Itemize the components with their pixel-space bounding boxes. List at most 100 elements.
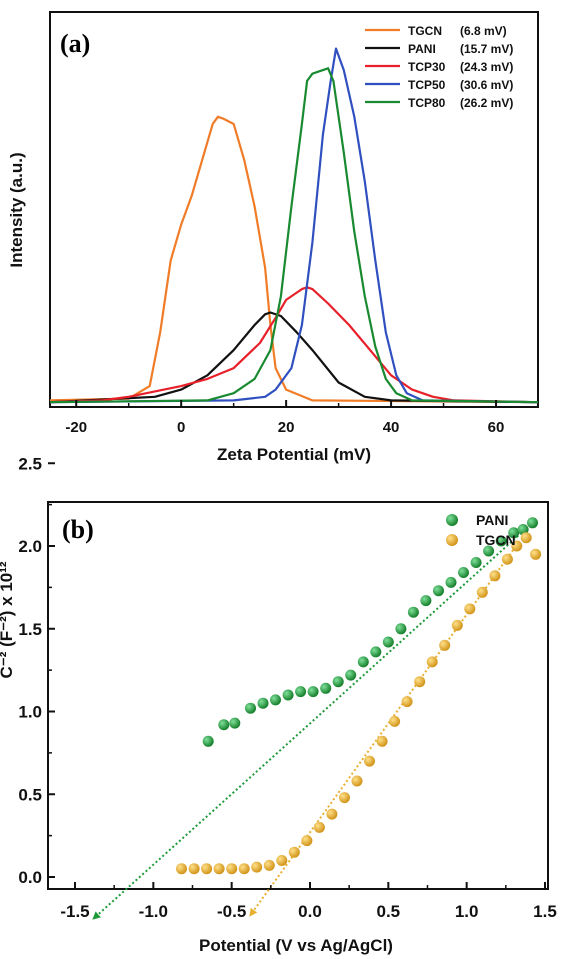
legend-name-tgcn: TGCN xyxy=(408,24,442,38)
point-tgcn xyxy=(401,696,413,708)
legend-value-tcp50: (30.6 mV) xyxy=(460,78,513,92)
y-axis-label-a: Intensity (a.u.) xyxy=(7,152,26,267)
y-tick-label-b: 1.0 xyxy=(18,703,42,722)
y-axis-label-b: C⁻² (F⁻²) x 10¹² xyxy=(0,561,16,678)
point-pani xyxy=(527,517,538,529)
point-tgcn xyxy=(476,586,488,598)
legend-marker-tgcn xyxy=(446,534,458,546)
legend-value-pani: (15.7 mV) xyxy=(460,42,513,56)
legend-name-tgcn: TGCN xyxy=(476,532,516,548)
legend-value-tgcn: (6.8 mV) xyxy=(460,24,507,38)
series-line-tcp30 xyxy=(49,286,539,404)
point-tgcn xyxy=(376,735,388,747)
point-pani xyxy=(407,606,419,618)
point-tgcn xyxy=(464,603,476,615)
point-tgcn xyxy=(238,863,250,875)
point-pani xyxy=(483,545,495,557)
point-pani xyxy=(270,694,281,706)
legend-name-tcp30: TCP30 xyxy=(408,60,446,74)
point-tgcn xyxy=(301,835,313,847)
point-tgcn xyxy=(426,656,438,668)
point-pani xyxy=(370,646,382,658)
x-tick-label-b: 0.5 xyxy=(377,902,401,921)
point-tgcn xyxy=(326,808,338,820)
point-tgcn xyxy=(501,553,513,565)
legend-b: PANI TGCN xyxy=(446,512,516,548)
point-pani xyxy=(320,682,332,694)
point-tgcn xyxy=(511,540,523,552)
x-tick-label-a: 40 xyxy=(383,419,400,436)
point-tgcn xyxy=(520,532,532,544)
point-tgcn xyxy=(389,715,401,727)
point-pani xyxy=(420,595,432,607)
point-tgcn xyxy=(351,775,363,787)
panel-label-a: (a) xyxy=(60,29,90,58)
point-pani xyxy=(508,527,520,539)
point-pani xyxy=(307,686,319,698)
x-tick-label-b: 1.5 xyxy=(533,902,557,921)
panel-label-b: (b) xyxy=(62,515,94,544)
x-axis-label-b: Potential (V vs Ag/AgCl) xyxy=(199,936,393,955)
points-b xyxy=(176,517,542,875)
legend-value-tcp30: (24.3 mV) xyxy=(460,60,513,74)
point-pani xyxy=(445,576,457,588)
point-pani xyxy=(229,717,241,729)
legend-name-pani: PANI xyxy=(408,42,436,56)
y-tick-label-b: 2.5 xyxy=(18,454,42,473)
point-tgcn xyxy=(313,821,325,833)
fit-line-1 xyxy=(249,542,520,917)
x-tick-label-b: -1.0 xyxy=(139,902,168,921)
plot-frame-b xyxy=(47,501,549,890)
ticks-a: -20 0 20 40 60 xyxy=(65,400,504,436)
point-tgcn xyxy=(439,639,451,651)
point-tgcn xyxy=(489,570,501,582)
point-pani xyxy=(345,669,357,681)
legend-name-pani: PANI xyxy=(476,512,508,528)
series-line-tcp50 xyxy=(49,47,539,404)
point-tgcn xyxy=(276,855,288,866)
point-tgcn xyxy=(530,548,542,560)
point-pani xyxy=(382,636,394,648)
point-pani xyxy=(218,719,230,731)
fit-line-0 xyxy=(92,532,523,920)
point-pani xyxy=(395,623,407,635)
point-tgcn xyxy=(188,863,200,875)
legend-value-tcp80: (26.2 mV) xyxy=(460,96,513,110)
x-tick-label-b: -0.5 xyxy=(217,902,246,921)
point-tgcn xyxy=(201,863,213,875)
point-pani xyxy=(282,689,294,701)
x-tick-label-a: -20 xyxy=(65,419,87,436)
legend-name-tcp80: TCP80 xyxy=(408,96,446,110)
point-pani xyxy=(495,535,507,547)
point-tgcn xyxy=(213,863,225,875)
x-tick-label-b: -1.5 xyxy=(60,902,89,921)
point-pani xyxy=(257,697,269,709)
panel-a: -20 0 20 40 60 (a) TGCN (6.8 mV) PANI (15.7 mV)… xyxy=(7,11,539,464)
series-line-tgcn xyxy=(49,115,539,404)
point-tgcn xyxy=(339,792,350,804)
x-tick-label-b: 1.0 xyxy=(455,902,479,921)
legend-a: TGCN (6.8 mV) PANI (15.7 mV) TCP30 (24.3 mV) T… xyxy=(365,24,513,110)
point-pani xyxy=(245,702,256,714)
y-tick-label-b: 0.0 xyxy=(18,868,42,887)
y-tick-label-b: 2.0 xyxy=(18,537,42,556)
point-tgcn xyxy=(451,619,463,631)
point-pani xyxy=(332,676,344,688)
x-tick-label-b: 0.0 xyxy=(298,902,322,921)
y-tick-label-b: 0.5 xyxy=(18,785,42,804)
point-tgcn xyxy=(414,676,426,688)
point-pani xyxy=(470,557,482,568)
series-line-tcp80 xyxy=(49,67,539,404)
x-tick-label-a: 0 xyxy=(177,419,185,436)
point-tgcn xyxy=(251,861,263,873)
point-tgcn xyxy=(364,755,375,767)
x-tick-label-a: 20 xyxy=(278,419,295,436)
point-pani xyxy=(458,567,469,578)
curves-a xyxy=(49,47,539,404)
point-tgcn xyxy=(263,859,275,871)
x-tick-label-a: 60 xyxy=(488,419,505,436)
x-axis-label-a: Zeta Potential (mV) xyxy=(217,445,371,464)
y-tick-label-b: 1.5 xyxy=(18,620,42,639)
fit-lines-b xyxy=(92,532,523,920)
